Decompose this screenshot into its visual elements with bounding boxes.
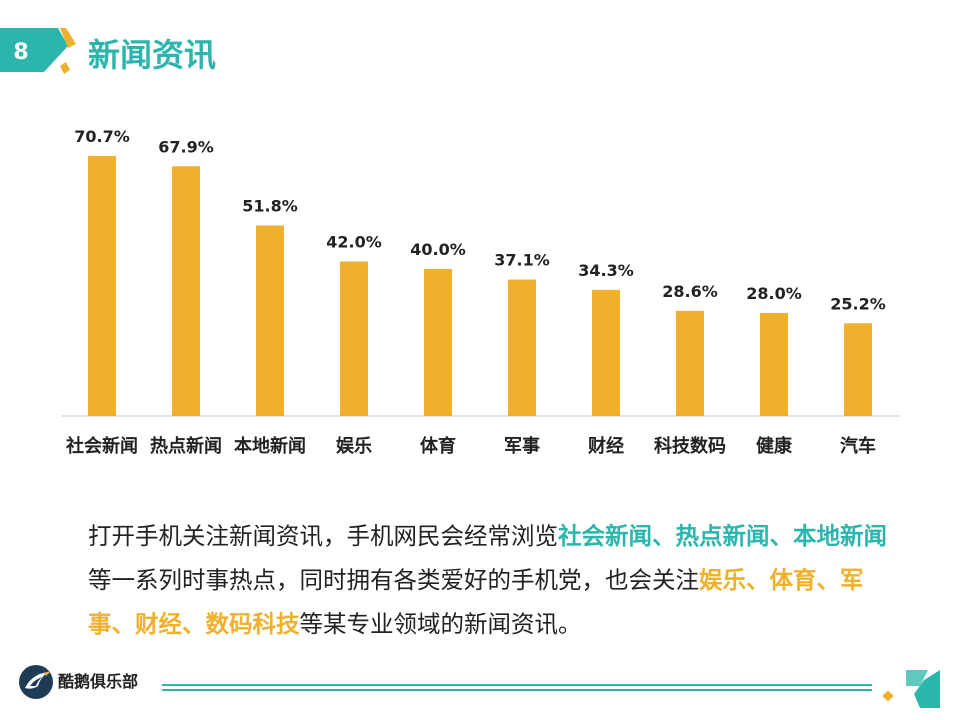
footer-divider xyxy=(162,684,872,691)
chart-category-label-2: 本地新闻 xyxy=(234,435,306,457)
chart-data-label-6: 34.3% xyxy=(578,261,634,280)
chart-bar-5 xyxy=(508,279,536,416)
page-title: 新闻资讯 xyxy=(88,36,217,74)
chart-data-label-8: 28.0% xyxy=(746,284,802,303)
summary-segment-normal: 等某专业领域的新闻资讯。 xyxy=(299,610,582,638)
chart-bar-1 xyxy=(172,166,200,416)
chart-bar-3 xyxy=(340,261,368,416)
summary-segment-normal: 打开手机关注新闻资讯，手机网民会经常浏览 xyxy=(88,522,558,550)
page-number: 8 xyxy=(13,40,29,65)
chart-bar-2 xyxy=(256,225,284,416)
corner-decoration xyxy=(882,670,940,708)
chart-data-label-3: 42.0% xyxy=(326,233,382,252)
chart-bars xyxy=(88,156,872,416)
summary-segment-gold: 娱乐、体育、军事、财经、数码科技 xyxy=(88,566,864,638)
bar-chart: 70.7% 67.9% 51.8% 42.0% 40.0% 37.1% 34.3% 28.6%… xyxy=(62,127,900,457)
header-badge xyxy=(0,28,76,74)
chart-data-labels: 70.7% 67.9% 51.8% 42.0% 40.0% 37.1% 34.3% 28.6%… xyxy=(74,127,886,313)
chart-bar-8 xyxy=(760,313,788,416)
chart-data-label-4: 40.0% xyxy=(410,240,466,259)
chart-category-label-3: 娱乐 xyxy=(336,435,372,457)
chart-data-label-1: 67.9% xyxy=(158,137,214,156)
chart-data-label-9: 25.2% xyxy=(830,294,886,313)
penguin-logo-icon xyxy=(19,665,53,699)
footer-brand: 酷鹅俱乐部 xyxy=(58,672,139,691)
summary-segment-normal: 等一系列时事热点，同时拥有各类爱好的手机党，也会关注 xyxy=(88,566,699,594)
chart-bar-6 xyxy=(592,289,620,416)
chart-category-label-8: 健康 xyxy=(756,435,793,457)
chart-category-labels: 社会新闻 热点新闻 本地新闻 娱乐 体育 军事 财经 科技数码 健康 汽车 xyxy=(66,435,876,457)
chart-data-label-7: 28.6% xyxy=(662,282,718,301)
chart-category-label-0: 社会新闻 xyxy=(66,435,138,457)
chart-bar-0 xyxy=(88,156,116,416)
chart-category-label-4: 体育 xyxy=(420,435,456,457)
chart-category-label-7: 科技数码 xyxy=(654,435,726,457)
chart-bar-4 xyxy=(424,268,452,416)
chart-category-label-1: 热点新闻 xyxy=(150,435,222,457)
chart-category-label-6: 财经 xyxy=(588,435,624,457)
chart-data-label-0: 70.7% xyxy=(74,127,130,146)
chart-bar-7 xyxy=(676,310,704,416)
chart-bar-9 xyxy=(844,323,872,416)
chart-category-label-9: 汽车 xyxy=(840,435,876,457)
chart-data-label-2: 51.8% xyxy=(242,197,298,216)
chart-data-label-5: 37.1% xyxy=(494,251,550,270)
chart-category-label-5: 军事 xyxy=(504,435,540,457)
summary-segment-teal: 社会新闻、热点新闻、本地新闻 xyxy=(558,522,887,550)
summary-paragraph: 打开手机关注新闻资讯，手机网民会经常浏览社会新闻、热点新闻、本地新闻等一系列时事… xyxy=(88,514,888,646)
